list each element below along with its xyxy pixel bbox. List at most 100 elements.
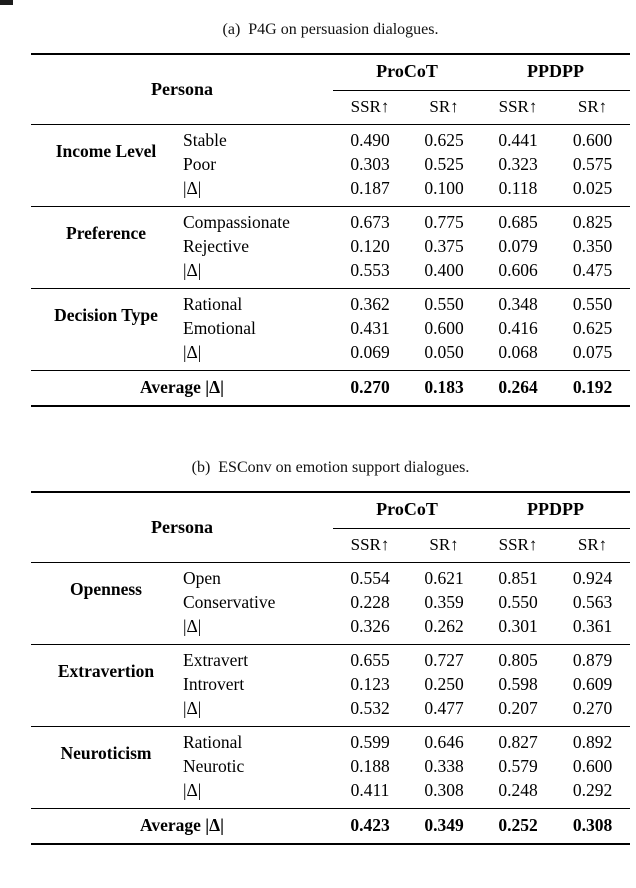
attribute-label: Rejective [183,235,250,256]
table-a-block: (a) P4G on persuasion dialogues. Persona… [31,20,631,407]
metric-header-sr: SR↑ [407,528,482,563]
table-a: Persona ProCoT PPDPP SSR↑ SR↑ SSR↑ SR↑ I… [31,53,631,407]
value-cell: 0.625 [424,129,464,150]
value-cell: 0.879 [572,649,613,670]
value-cell: 0.825 [572,211,613,232]
value-cell: 0.805 [498,649,538,670]
value-cell: 0.550 [572,293,613,314]
attribute-label: Rational [183,293,243,314]
metric-header-sr: SR↑ [407,90,482,125]
value-cell: 0.553 [333,258,407,289]
average-value-cell: 0.423 [350,815,390,836]
ppdpp-group-header: PPDPP [481,54,631,91]
attribute-label: Compassionate [183,211,290,232]
value-cell: 0.851 [498,567,538,588]
value-cell: 0.375 [424,235,464,256]
average-row-label: Average |Δ| [140,377,224,398]
procot-group-header: ProCoT [333,54,482,91]
average-value-cell: 0.192 [572,377,613,398]
value-cell: 0.308 [407,778,482,809]
value-cell: 0.069 [333,340,407,371]
value-cell: 0.550 [498,591,538,612]
value-cell: 0.600 [424,317,464,338]
value-cell: 0.207 [481,696,556,727]
attribute-label: Conservative [183,591,276,612]
table-a-caption: (a) P4G on persuasion dialogues. [222,21,439,38]
value-cell: 0.599 [350,731,390,752]
value-cell: 0.609 [572,673,613,694]
value-cell: 0.775 [424,211,464,232]
average-value-cell: 0.270 [350,377,390,398]
value-cell: 0.187 [333,176,407,207]
metric-header-sr: SR↑ [555,90,631,125]
section-label-preference: Preference [31,206,181,289]
value-cell: 0.532 [333,696,407,727]
value-cell: 0.120 [350,235,390,256]
value-cell: 0.554 [350,567,390,588]
section-label-income-level: Income Level [31,124,181,207]
delta-label: |Δ| [181,258,333,289]
metric-header-ssr: SSR↑ [333,528,407,563]
value-cell: 0.270 [555,696,631,727]
value-cell: 0.228 [350,591,390,612]
value-cell: 0.123 [350,673,390,694]
persona-header: Persona [31,54,333,125]
value-cell: 0.892 [572,731,613,752]
value-cell: 0.248 [481,778,556,809]
value-cell: 0.575 [572,153,613,174]
ppdpp-group-header: PPDPP [481,492,631,529]
value-cell: 0.338 [424,755,464,776]
persona-header: Persona [31,492,333,563]
procot-group-header: ProCoT [333,492,482,529]
value-cell: 0.068 [481,340,556,371]
value-cell: 0.685 [498,211,538,232]
value-cell: 0.525 [424,153,464,174]
value-cell: 0.362 [350,293,390,314]
value-cell: 0.303 [350,153,390,174]
value-cell: 0.727 [424,649,464,670]
value-cell: 0.411 [333,778,407,809]
metric-header-ssr: SSR↑ [481,90,556,125]
average-value-cell: 0.308 [572,815,613,836]
value-cell: 0.075 [555,340,631,371]
metric-header-ssr: SSR↑ [481,528,556,563]
average-value-cell: 0.349 [424,815,464,836]
page-edge-artifact [0,0,13,5]
value-cell: 0.359 [424,591,464,612]
value-cell: 0.262 [407,614,482,645]
delta-label: |Δ| [181,778,333,809]
section-label-decision-type: Decision Type [31,288,181,371]
value-cell: 0.646 [424,731,464,752]
value-cell: 0.250 [424,673,464,694]
value-cell: 0.625 [572,317,613,338]
value-cell: 0.301 [481,614,556,645]
value-cell: 0.441 [498,129,538,150]
value-cell: 0.350 [572,235,613,256]
value-cell: 0.579 [498,755,538,776]
value-cell: 0.550 [424,293,464,314]
attribute-label: Poor [183,153,217,174]
table-b-caption: (b) ESConv on emotion support dialogues. [191,459,470,476]
attribute-label: Rational [183,731,243,752]
value-cell: 0.326 [333,614,407,645]
attribute-label: Extravert [183,649,249,670]
metric-header-ssr: SSR↑ [333,90,407,125]
average-row-label: Average |Δ| [140,815,224,836]
delta-label: |Δ| [181,340,333,371]
value-cell: 0.323 [498,153,538,174]
value-cell: 0.050 [407,340,482,371]
value-cell: 0.100 [407,176,482,207]
average-value-cell: 0.183 [424,377,464,398]
delta-label: |Δ| [181,614,333,645]
section-label-extravertion: Extravertion [31,644,181,727]
delta-label: |Δ| [181,696,333,727]
value-cell: 0.606 [481,258,556,289]
average-value-cell: 0.264 [498,377,538,398]
value-cell: 0.490 [350,129,390,150]
value-cell: 0.348 [498,293,538,314]
metric-header-sr: SR↑ [555,528,631,563]
attribute-label: Stable [183,129,227,150]
value-cell: 0.079 [498,235,538,256]
value-cell: 0.292 [555,778,631,809]
delta-label: |Δ| [181,176,333,207]
